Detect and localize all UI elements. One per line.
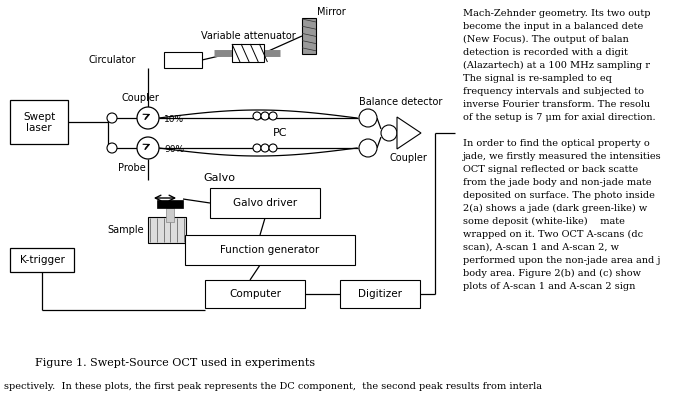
Bar [205, 280, 305, 308]
Text: 10%: 10% [164, 115, 184, 124]
Circle shape [261, 144, 269, 152]
Circle shape [261, 112, 269, 120]
Text: performed upon the non-jade area and j: performed upon the non-jade area and j [463, 256, 660, 265]
Polygon shape [397, 117, 421, 149]
Text: In order to find the optical property o: In order to find the optical property o [463, 139, 650, 148]
Circle shape [137, 137, 159, 159]
Text: spectively.  In these plots, the first peak represents the DC component,  the se: spectively. In these plots, the first pe… [4, 382, 542, 391]
Bar [340, 280, 420, 308]
Text: jade, we firstly measured the intensities: jade, we firstly measured the intensitie… [463, 152, 662, 161]
Text: inverse Fourier transform. The resolu: inverse Fourier transform. The resolu [463, 100, 651, 109]
Text: scan), A-scan 1 and A-scan 2, w: scan), A-scan 1 and A-scan 2, w [463, 243, 619, 252]
Text: 90%: 90% [164, 145, 184, 154]
Bar [166, 208, 174, 222]
Text: OCT signal reflected or back scatte: OCT signal reflected or back scatte [463, 165, 638, 174]
Circle shape [107, 143, 117, 153]
Bar [232, 44, 264, 62]
Circle shape [253, 112, 261, 120]
Bar [185, 235, 355, 265]
Text: Galvo: Galvo [203, 173, 235, 183]
Text: Coupler: Coupler [121, 93, 159, 103]
Circle shape [137, 107, 159, 129]
Text: from the jade body and non-jade mate: from the jade body and non-jade mate [463, 178, 651, 187]
Circle shape [253, 144, 261, 152]
Circle shape [269, 144, 277, 152]
Text: Sample: Sample [107, 225, 144, 235]
Text: 2(a) shows a jade (dark green-like) w: 2(a) shows a jade (dark green-like) w [463, 204, 647, 213]
Text: (New Focus). The output of balan: (New Focus). The output of balan [463, 35, 629, 44]
Text: Mach-Zehnder geometry. Its two outp: Mach-Zehnder geometry. Its two outp [463, 9, 651, 18]
Text: body area. Figure 2(b) and (c) show: body area. Figure 2(b) and (c) show [463, 269, 641, 278]
Text: Digitizer: Digitizer [358, 289, 402, 299]
Bar [10, 100, 68, 144]
Text: Balance detector: Balance detector [359, 97, 443, 107]
Bar [157, 200, 183, 208]
Text: Swept: Swept [23, 112, 55, 122]
Text: Variable attenuator: Variable attenuator [201, 31, 295, 41]
Circle shape [381, 125, 397, 141]
Text: laser: laser [26, 123, 52, 133]
Text: K-trigger: K-trigger [19, 255, 65, 265]
Bar [148, 217, 186, 243]
Text: Coupler: Coupler [390, 153, 428, 163]
Text: become the input in a balanced dete: become the input in a balanced dete [463, 22, 644, 31]
Text: deposited on surface. The photo inside: deposited on surface. The photo inside [463, 191, 655, 200]
Bar [210, 188, 320, 218]
Bar [10, 248, 74, 272]
Text: wrapped on it. Two OCT A-scans (dc: wrapped on it. Two OCT A-scans (dc [463, 230, 643, 239]
Text: frequency intervals and subjected to: frequency intervals and subjected to [463, 87, 644, 96]
Circle shape [359, 109, 377, 127]
Text: Function generator: Function generator [220, 245, 320, 255]
Text: Galvo driver: Galvo driver [233, 198, 297, 208]
Text: Figure 1. Swept-Source OCT used in experiments: Figure 1. Swept-Source OCT used in exper… [35, 358, 315, 368]
Circle shape [107, 113, 117, 123]
Text: some deposit (white-like)    mate: some deposit (white-like) mate [463, 217, 625, 226]
Bar [302, 18, 316, 54]
Circle shape [359, 139, 377, 157]
Text: plots of A-scan 1 and A-scan 2 sign: plots of A-scan 1 and A-scan 2 sign [463, 282, 635, 291]
Text: Computer: Computer [229, 289, 281, 299]
Text: Circulator: Circulator [89, 55, 136, 65]
Text: of the setup is 7 μm for axial direction.: of the setup is 7 μm for axial direction… [463, 113, 655, 122]
Text: The signal is re-sampled to eq: The signal is re-sampled to eq [463, 74, 612, 83]
Text: Mirror: Mirror [317, 7, 345, 17]
Bar [164, 52, 202, 68]
Text: Probe: Probe [118, 163, 146, 173]
Text: (Alazartech) at a 100 MHz sampling r: (Alazartech) at a 100 MHz sampling r [463, 61, 650, 70]
Circle shape [269, 112, 277, 120]
Text: PC: PC [272, 128, 287, 138]
Text: detection is recorded with a digit: detection is recorded with a digit [463, 48, 628, 57]
